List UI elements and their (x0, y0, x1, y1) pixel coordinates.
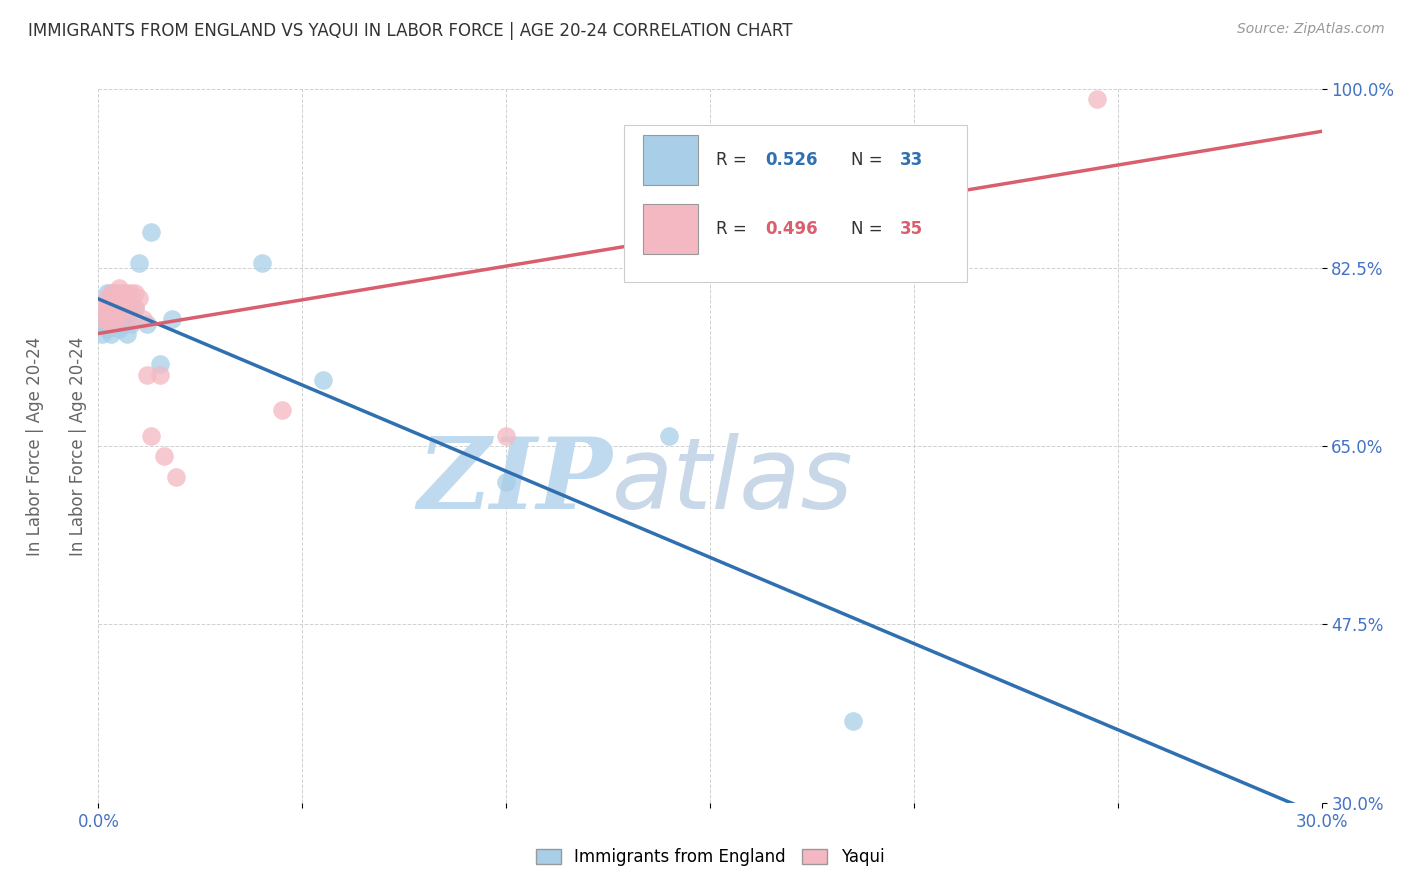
Point (165, 469, 187, 483)
Legend: Immigrants from England, Yaqui: Immigrants from England, Yaqui (529, 842, 891, 873)
Point (111, 317, 134, 331)
Point (96, 301, 118, 316)
Point (96, 286, 118, 301)
Point (100, 286, 122, 301)
FancyBboxPatch shape (643, 135, 697, 185)
Point (141, 429, 163, 443)
Point (120, 317, 142, 331)
Point (104, 296, 127, 310)
Text: 35: 35 (900, 219, 922, 237)
Point (96, 311, 118, 326)
Text: N =: N = (851, 219, 887, 237)
Point (124, 301, 146, 316)
Point (100, 317, 122, 331)
Y-axis label: In Labor Force | Age 20-24: In Labor Force | Age 20-24 (69, 336, 87, 556)
Point (120, 301, 142, 316)
Point (160, 311, 183, 326)
Point (96, 311, 118, 326)
Point (96, 291, 118, 305)
Point (312, 373, 335, 387)
Point (136, 317, 159, 331)
Point (104, 286, 127, 301)
Point (111, 286, 134, 301)
Point (111, 301, 134, 316)
Text: R =: R = (716, 151, 752, 169)
Point (124, 286, 146, 301)
Point (115, 311, 138, 326)
Point (91, 311, 114, 326)
Point (100, 326, 122, 341)
Point (91, 301, 114, 316)
Point (1085, 92, 1108, 106)
Point (108, 291, 131, 305)
Point (115, 311, 138, 326)
Point (115, 286, 138, 301)
Point (104, 317, 127, 331)
Text: In Labor Force | Age 20-24: In Labor Force | Age 20-24 (27, 336, 44, 556)
Point (152, 449, 174, 463)
Point (91, 326, 114, 341)
Text: 0.526: 0.526 (765, 151, 817, 169)
Point (495, 475, 517, 489)
Point (136, 368, 159, 382)
Point (111, 286, 134, 301)
Point (104, 286, 127, 301)
Text: IMMIGRANTS FROM ENGLAND VS YAQUI IN LABOR FORCE | AGE 20-24 CORRELATION CHART: IMMIGRANTS FROM ENGLAND VS YAQUI IN LABO… (28, 22, 793, 40)
Point (100, 286, 122, 301)
Point (104, 311, 127, 326)
Point (495, 429, 517, 443)
Text: ZIP: ZIP (418, 434, 612, 530)
Point (104, 301, 127, 316)
Text: R =: R = (716, 219, 752, 237)
Point (91, 317, 114, 331)
Point (128, 291, 150, 305)
Point (124, 301, 146, 316)
Point (120, 286, 142, 301)
Point (100, 311, 122, 326)
Point (100, 296, 122, 310)
Text: N =: N = (851, 151, 887, 169)
Point (149, 368, 172, 382)
FancyBboxPatch shape (624, 125, 967, 282)
Point (679, 163, 702, 178)
Point (91, 311, 114, 326)
Point (658, 429, 681, 443)
Point (96, 301, 118, 316)
Text: atlas: atlas (612, 434, 853, 530)
Point (96, 322, 118, 336)
Text: Source: ZipAtlas.com: Source: ZipAtlas.com (1237, 22, 1385, 37)
Point (108, 281, 131, 295)
Point (141, 225, 163, 239)
Point (841, 714, 863, 729)
Point (108, 322, 131, 336)
Text: 33: 33 (900, 151, 922, 169)
Point (128, 255, 150, 269)
Point (149, 358, 172, 372)
Point (108, 286, 131, 301)
FancyBboxPatch shape (643, 203, 697, 253)
Point (115, 296, 138, 310)
Text: 0.496: 0.496 (765, 219, 818, 237)
Point (100, 317, 122, 331)
Point (115, 326, 138, 341)
Point (132, 311, 155, 326)
Point (250, 255, 273, 269)
Point (100, 306, 122, 320)
Point (108, 306, 131, 320)
Point (270, 403, 294, 417)
Point (108, 306, 131, 320)
